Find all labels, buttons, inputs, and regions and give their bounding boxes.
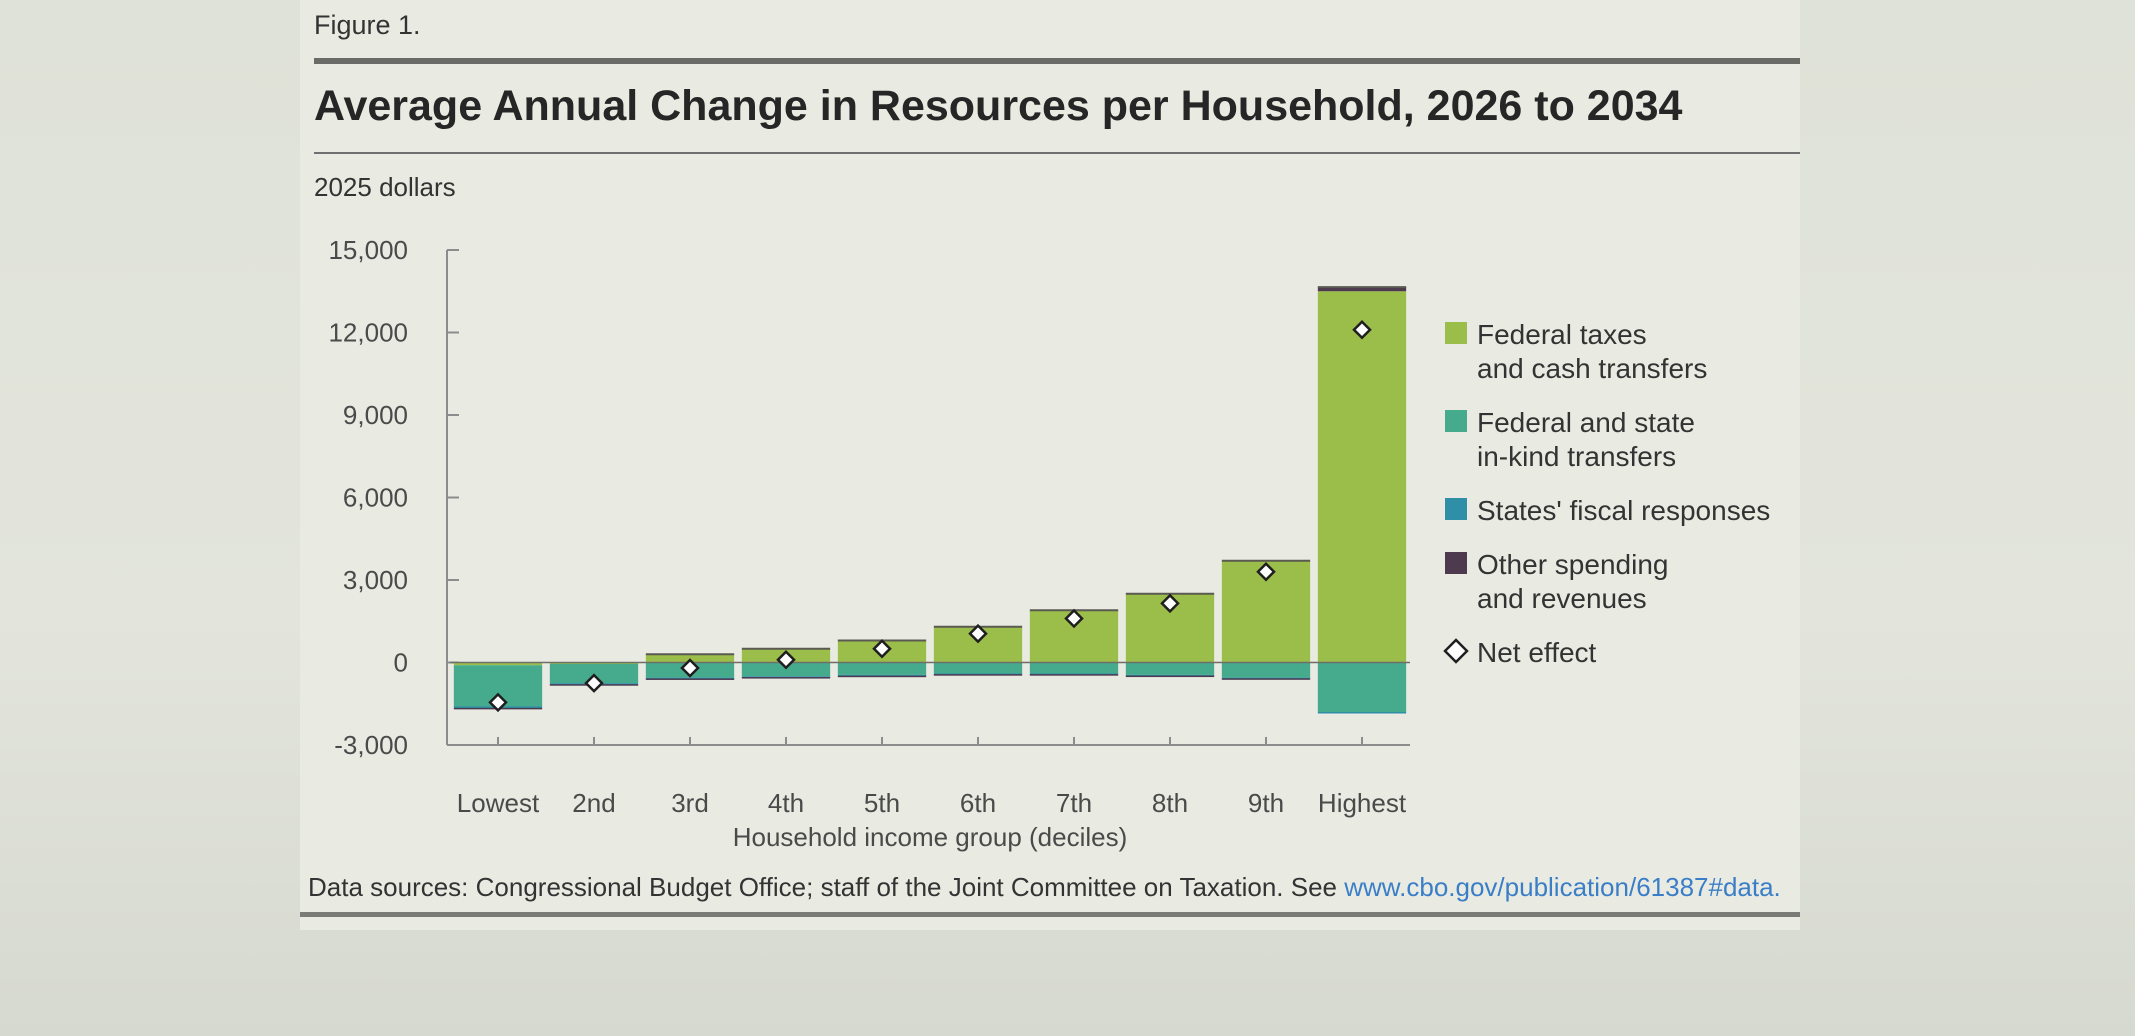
x-axis: Lowest 2nd 3rd 4th 5th 6th 7th 8th 9th Highest Hou… (450, 737, 1410, 852)
bar-federal-taxes-1 (453, 662, 543, 666)
bar-other-7 (1029, 674, 1119, 676)
bar-federal-taxes-10 (1317, 291, 1407, 663)
net-effect-markers (488, 319, 1372, 713)
x-tick-label-10: Highest (1318, 788, 1407, 818)
x-tick-label-8: 8th (1152, 788, 1188, 818)
legend-label-3: States' fiscal responses (1477, 495, 1770, 526)
bar-inkind-7 (1029, 662, 1119, 674)
legend-label-2: in-kind transfers (1477, 441, 1676, 472)
net-effect-marker-3 (680, 658, 700, 678)
y-tick-label: 15,000 (328, 235, 408, 265)
title-rule (314, 152, 1800, 154)
bar-other-5 (837, 675, 927, 678)
net-effect-marker-6 (968, 623, 988, 644)
x-tick-label-7: 7th (1056, 788, 1092, 818)
bar-states-3 (645, 677, 735, 680)
top-rule (314, 58, 1800, 64)
bar-states-10 (1317, 712, 1407, 714)
legend-swatch-4 (1445, 552, 1467, 574)
x-tick-label-9: 9th (1248, 788, 1284, 818)
y-axis-unit-label: 2025 dollars (314, 172, 456, 202)
bar-inkind-6 (933, 662, 1023, 674)
x-tick-label-3: 3rd (671, 788, 709, 818)
legend-diamond-5 (1443, 638, 1469, 664)
net-effect-marker-1 (488, 692, 508, 713)
y-tick-label: 12,000 (328, 318, 408, 348)
x-tick-label-5: 5th (864, 788, 900, 818)
legend-label-4: and revenues (1477, 583, 1647, 614)
bar-states-5 (837, 674, 927, 677)
net-effect-marker-5 (872, 638, 892, 659)
bar-other-3 (645, 678, 735, 680)
net-effect-marker-8 (1160, 593, 1180, 614)
bar-inkind-8 (1125, 662, 1215, 675)
bars (450, 286, 1410, 714)
y-tick-label: 3,000 (343, 565, 408, 595)
bar-other-6 (933, 674, 1023, 676)
figure-card: Figure 1. Average Annual Change in Resou… (300, 0, 1800, 930)
y-tick-label: 9,000 (343, 400, 408, 430)
x-axis-title: Household income group (deciles) (733, 822, 1128, 852)
figure-label: Figure 1. (314, 10, 421, 40)
bar-inkind-10 (1317, 662, 1407, 712)
source-link[interactable]: www.cbo.gov/publication/61387#data. (1344, 872, 1781, 902)
net-effect-marker-7 (1064, 608, 1084, 629)
legend-label-1: Federal taxes (1477, 319, 1647, 350)
legend-label-2: Federal and state (1477, 407, 1695, 438)
chart-title: Average Annual Change in Resources per H… (314, 82, 1683, 130)
x-tick-label-6: 6th (960, 788, 996, 818)
legend-label-4: Other spending (1477, 549, 1668, 580)
net-effect-marker-4 (776, 649, 796, 670)
y-tick-label: 0 (394, 648, 408, 678)
bar-inkind-9 (1221, 662, 1311, 678)
bar-inkind-5 (837, 662, 927, 675)
y-axis: 15,000 12,000 9,000 6,000 3,000 0 -3,000 (328, 235, 459, 760)
legend-label-1: and cash transfers (1477, 353, 1707, 384)
chart: 15,000 12,000 9,000 6,000 3,000 0 -3,000 Lowes… (328, 235, 1770, 852)
source-text: Data sources: Congressional Budget Offic… (308, 872, 1345, 902)
x-tick-label-1: Lowest (457, 788, 540, 818)
x-tick-label-2: 2nd (572, 788, 615, 818)
bottom-rule (300, 912, 1800, 917)
legend-swatch-1 (1445, 322, 1467, 344)
bar-other-8 (1125, 675, 1215, 678)
net-effect-marker-9 (1256, 561, 1276, 582)
bar-states-4 (741, 676, 831, 678)
y-tick-label: -3,000 (334, 730, 408, 760)
y-tick-label: 6,000 (343, 483, 408, 513)
x-tick-label-4: 4th (768, 788, 804, 818)
source-note: Data sources: Congressional Budget Offic… (308, 872, 1781, 903)
legend-label-5: Net effect (1477, 637, 1597, 668)
legend-swatch-3 (1445, 498, 1467, 520)
bar-other-10 (1317, 287, 1407, 292)
bar-other-9 (1221, 678, 1311, 680)
legend-swatch-2 (1445, 410, 1467, 432)
net-effect-marker-10 (1352, 319, 1372, 340)
bar-other-4 (741, 677, 831, 679)
net-effect-marker-2 (584, 673, 604, 693)
